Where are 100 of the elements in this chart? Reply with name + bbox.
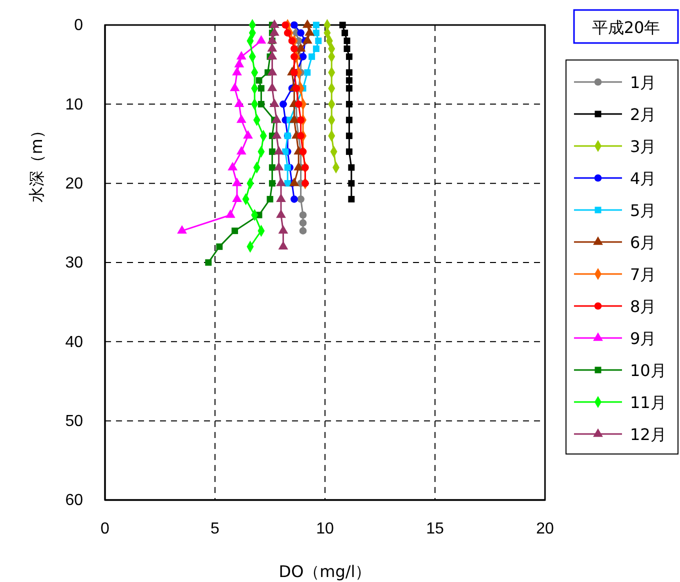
point	[258, 85, 264, 92]
point	[302, 35, 312, 44]
point	[232, 178, 242, 186]
point	[304, 27, 315, 36]
legend-label: 1月	[630, 73, 656, 92]
text: 平成20年	[592, 18, 660, 37]
point	[289, 114, 300, 123]
legend-label: 5月	[630, 201, 656, 220]
point	[276, 178, 286, 186]
point	[302, 19, 312, 28]
point	[267, 66, 278, 76]
point	[272, 130, 282, 139]
point	[312, 46, 320, 52]
point	[308, 53, 316, 60]
point	[177, 225, 187, 234]
point	[297, 116, 304, 124]
point	[297, 29, 304, 37]
legend-label: 2月	[630, 105, 656, 124]
point	[282, 21, 290, 29]
x-tick-label: 10	[316, 520, 334, 538]
point	[288, 37, 296, 44]
point	[205, 259, 212, 266]
point	[256, 35, 266, 44]
point	[346, 69, 352, 76]
y-tick-label: 10	[65, 96, 84, 114]
legend-label: 3月	[630, 137, 656, 156]
point	[346, 53, 352, 60]
point	[302, 180, 309, 187]
point	[232, 228, 238, 234]
point	[346, 132, 352, 140]
point	[346, 116, 352, 124]
y-tick-label: 30	[65, 254, 84, 272]
x-tick-label: 20	[536, 520, 554, 538]
point	[342, 30, 348, 36]
point	[230, 82, 240, 92]
point	[236, 50, 246, 60]
point	[267, 35, 278, 44]
point	[280, 100, 287, 108]
point	[234, 58, 244, 68]
point	[243, 130, 253, 139]
point	[256, 77, 262, 84]
point	[225, 209, 236, 218]
point	[236, 146, 246, 155]
point	[312, 30, 320, 36]
point	[278, 225, 288, 234]
point	[346, 77, 352, 84]
point	[232, 193, 242, 202]
point	[267, 82, 278, 92]
legend-label: 4月	[630, 169, 656, 188]
point	[232, 66, 242, 76]
y-tick-label: 0	[74, 17, 84, 34]
point	[284, 164, 291, 171]
point	[290, 68, 298, 76]
point	[294, 162, 304, 170]
point	[348, 180, 355, 187]
legend-label: 7月	[630, 265, 656, 284]
point	[299, 219, 307, 227]
point	[274, 162, 284, 170]
point	[344, 46, 350, 52]
point	[297, 132, 304, 140]
point	[269, 19, 280, 28]
point	[346, 148, 352, 155]
point	[304, 69, 311, 76]
y-tick-label: 20	[65, 175, 84, 192]
point	[284, 180, 291, 187]
x-tick-label: 0	[100, 520, 110, 538]
point	[302, 164, 309, 172]
y-tick-label: 40	[65, 334, 84, 351]
point	[346, 100, 352, 108]
point	[268, 148, 276, 155]
x-axis-title: DO（mg/l）	[278, 562, 372, 581]
point	[348, 196, 355, 202]
y-tick-label: 60	[65, 492, 84, 510]
point	[289, 178, 300, 186]
x-tick-label: 5	[210, 520, 220, 538]
legend-label: 11月	[630, 393, 666, 412]
legend-label: 12月	[630, 425, 666, 444]
point	[290, 53, 298, 60]
point	[268, 180, 276, 187]
legend-label: 10月	[630, 361, 666, 380]
point	[267, 50, 278, 60]
x-tick-label: 15	[426, 520, 444, 538]
point	[272, 114, 282, 123]
point	[315, 38, 322, 44]
y-tick-label: 50	[65, 412, 84, 430]
point	[348, 164, 355, 171]
point	[299, 211, 307, 219]
point	[346, 85, 352, 92]
point	[312, 22, 320, 28]
point	[234, 98, 244, 108]
legend-label: 9月	[630, 329, 656, 348]
legend-label: 8月	[630, 297, 656, 316]
point	[274, 146, 284, 155]
point	[278, 240, 288, 250]
point	[299, 148, 307, 156]
point	[228, 162, 238, 170]
point	[299, 227, 307, 234]
point	[216, 243, 223, 250]
point	[269, 27, 280, 36]
point	[296, 43, 306, 52]
